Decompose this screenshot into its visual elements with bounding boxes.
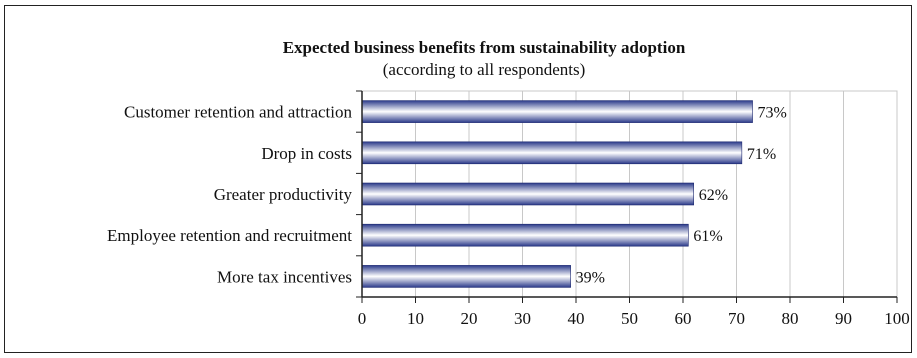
x-tick-label: 70: [728, 309, 745, 328]
x-tick-label: 100: [884, 309, 910, 328]
category-label: More tax incentives: [217, 267, 352, 286]
x-tick-label: 80: [782, 309, 799, 328]
bar: [361, 100, 753, 123]
chart-frame: [4, 5, 912, 353]
category-label: Employee retention and recruitment: [107, 226, 352, 245]
value-label: 61%: [693, 228, 722, 245]
value-label: 73%: [758, 105, 787, 122]
category-label: Customer retention and attraction: [124, 103, 353, 122]
x-tick-label: 60: [675, 309, 692, 328]
x-tick-label: 10: [407, 309, 424, 328]
chart-subtitle: (according to all respondents): [383, 60, 586, 79]
x-tick-label: 20: [461, 309, 478, 328]
category-label: Drop in costs: [261, 144, 352, 163]
value-label: 71%: [747, 146, 776, 163]
bar: [361, 182, 695, 206]
x-tick-label: 30: [514, 309, 531, 328]
labels: Customer retention and attraction 73% Drop…: [107, 103, 910, 328]
bars: [361, 100, 753, 288]
bar: [361, 265, 571, 288]
x-tick-label: 50: [621, 309, 638, 328]
x-tick-label: 90: [835, 309, 852, 328]
axes: [356, 90, 898, 303]
chart-title: Expected business benefits from sustaina…: [283, 38, 686, 57]
x-tick-label: 40: [568, 309, 585, 328]
category-label: Greater productivity: [214, 185, 353, 204]
bar: [361, 223, 689, 247]
x-tick-label: 0: [358, 309, 367, 328]
value-label: 39%: [576, 269, 605, 286]
bar: [361, 141, 743, 165]
value-label: 62%: [699, 187, 728, 204]
